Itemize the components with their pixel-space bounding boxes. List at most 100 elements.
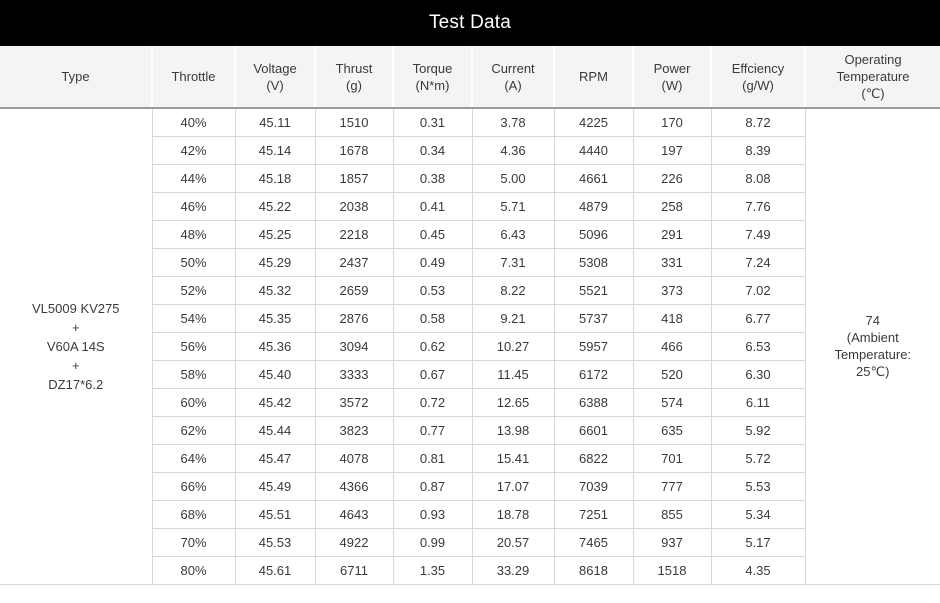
cell-rpm: 5521 <box>553 275 634 305</box>
header-row: Type Throttle Voltage (V) Thrust (g) Tor… <box>0 46 940 109</box>
cell-power: 373 <box>632 275 712 305</box>
table-row: VL5009 KV275 + V60A 14S + DZ17*6.2 40% 45.… <box>0 107 940 585</box>
cell-current: 4.36 <box>471 135 555 165</box>
cell-torque: 1.35 <box>392 555 473 585</box>
col-header-throttle: Throttle <box>151 46 235 109</box>
cell-power: 520 <box>632 359 712 389</box>
cell-current: 15.41 <box>471 443 555 473</box>
cell-current: 13.98 <box>471 415 555 445</box>
cell-power: 635 <box>632 415 712 445</box>
cell-throttle: 48% <box>152 219 236 249</box>
col-header-rpm: RPM <box>553 46 633 109</box>
cell-efficiency: 8.72 <box>710 107 806 137</box>
table-row: 48% 45.25 2218 0.45 6.43 5096 291 7.49 <box>0 219 940 249</box>
table-title: Test Data <box>428 12 512 33</box>
cell-thrust: 1678 <box>314 135 394 165</box>
cell-rpm: 5957 <box>553 331 634 361</box>
cell-torque: 0.67 <box>392 359 473 389</box>
cell-thrust: 3333 <box>314 359 394 389</box>
cell-efficiency: 7.02 <box>710 275 805 305</box>
cell-throttle: 50% <box>152 247 236 277</box>
col-header-efficiency: Effciency (g/W) <box>710 46 805 109</box>
cell-thrust: 4643 <box>314 499 394 529</box>
cell-power: 937 <box>632 527 712 557</box>
table-row: 80% 45.61 6711 1.35 33.29 8618 1518 4.35 <box>0 555 940 585</box>
cell-power: 466 <box>632 331 712 361</box>
cell-rpm: 8618 <box>553 555 634 585</box>
cell-torque: 0.93 <box>392 499 473 529</box>
cell-rpm: 7465 <box>553 527 634 557</box>
cell-current: 6.43 <box>471 219 555 249</box>
cell-rpm: 6388 <box>553 387 634 417</box>
cell-power: 574 <box>632 387 712 417</box>
col-header-current: Current (A) <box>471 46 554 109</box>
cell-thrust: 1857 <box>314 163 394 193</box>
cell-torque: 0.49 <box>392 247 473 277</box>
cell-torque: 0.58 <box>392 303 473 333</box>
cell-throttle: 80% <box>152 555 236 585</box>
cell-rpm: 5096 <box>553 219 634 249</box>
cell-voltage: 45.18 <box>234 163 316 193</box>
cell-thrust: 4922 <box>314 527 394 557</box>
table-row: 52% 45.32 2659 0.53 8.22 5521 373 7.02 <box>0 275 940 305</box>
cell-voltage: 45.40 <box>234 359 316 389</box>
cell-voltage: 45.61 <box>234 555 316 585</box>
cell-power: 258 <box>632 191 712 221</box>
cell-voltage: 45.47 <box>234 443 316 473</box>
cell-torque: 0.31 <box>392 107 473 137</box>
cell-current: 20.57 <box>471 527 555 557</box>
cell-rpm: 6822 <box>553 443 634 473</box>
cell-current: 5.00 <box>471 163 555 193</box>
cell-power: 331 <box>632 247 712 277</box>
cell-voltage: 45.29 <box>234 247 316 277</box>
cell-thrust: 6711 <box>314 555 394 585</box>
cell-power: 226 <box>632 163 712 193</box>
table-row: 64% 45.47 4078 0.81 15.41 6822 701 5.72 <box>0 443 940 473</box>
col-header-thrust: Thrust (g) <box>314 46 393 109</box>
cell-voltage: 45.35 <box>234 303 316 333</box>
cell-torque: 0.62 <box>392 331 473 361</box>
cell-efficiency: 7.24 <box>710 247 805 277</box>
cell-torque: 0.41 <box>392 191 473 221</box>
cell-power: 855 <box>632 499 712 529</box>
cell-power: 291 <box>632 219 712 249</box>
cell-efficiency: 8.08 <box>710 163 805 193</box>
cell-rpm: 4440 <box>553 135 634 165</box>
cell-efficiency: 6.53 <box>710 331 805 361</box>
cell-throttle: 58% <box>152 359 236 389</box>
cell-rpm: 4879 <box>553 191 634 221</box>
cell-voltage: 45.36 <box>234 331 316 361</box>
cell-thrust: 2437 <box>314 247 394 277</box>
cell-torque: 0.34 <box>392 135 473 165</box>
col-header-power: Power (W) <box>632 46 711 109</box>
table-row: 68% 45.51 4643 0.93 18.78 7251 855 5.34 <box>0 499 940 529</box>
cell-throttle: 46% <box>152 191 236 221</box>
cell-torque: 0.72 <box>392 387 473 417</box>
cell-current: 3.78 <box>471 107 555 137</box>
cell-throttle: 60% <box>152 387 236 417</box>
table-row: 44% 45.18 1857 0.38 5.00 4661 226 8.08 <box>0 163 940 193</box>
cell-efficiency: 5.34 <box>710 499 805 529</box>
cell-thrust: 3572 <box>314 387 394 417</box>
cell-voltage: 45.49 <box>234 471 316 501</box>
cell-voltage: 45.25 <box>234 219 316 249</box>
col-header-type: Type <box>0 46 152 109</box>
cell-torque: 0.77 <box>392 415 473 445</box>
cell-current: 7.31 <box>471 247 555 277</box>
cell-voltage: 45.53 <box>234 527 316 557</box>
cell-rpm: 7251 <box>553 499 634 529</box>
cell-current: 17.07 <box>471 471 555 501</box>
cell-throttle: 70% <box>152 527 236 557</box>
cell-power: 418 <box>632 303 712 333</box>
cell-thrust: 4078 <box>314 443 394 473</box>
col-header-operating-temperature: Operating Temperature (℃) <box>804 46 940 109</box>
cell-voltage: 45.22 <box>234 191 316 221</box>
cell-current: 33.29 <box>471 555 555 585</box>
table-row: 56% 45.36 3094 0.62 10.27 5957 466 6.53 <box>0 331 940 361</box>
cell-current: 5.71 <box>471 191 555 221</box>
cell-power: 1518 <box>632 555 712 585</box>
cell-power: 701 <box>632 443 712 473</box>
cell-efficiency: 7.49 <box>710 219 805 249</box>
cell-efficiency: 8.39 <box>710 135 805 165</box>
